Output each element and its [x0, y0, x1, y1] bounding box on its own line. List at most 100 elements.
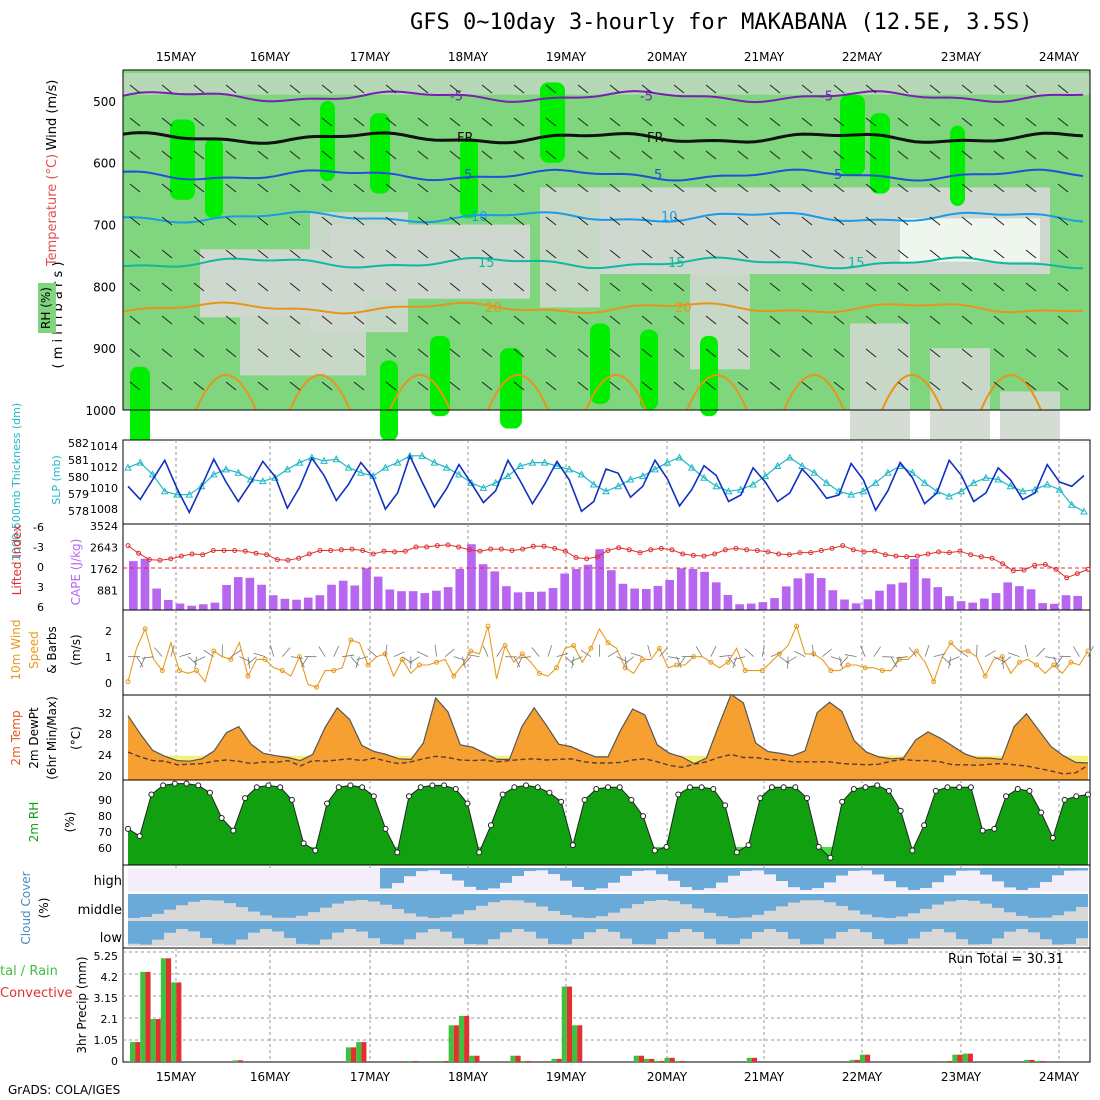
- wind-speed-point: [314, 684, 320, 690]
- thickness-point: [847, 490, 855, 498]
- convective-bar: [464, 1015, 470, 1062]
- rain-bar: [654, 1060, 660, 1062]
- y-tick-label: 579: [68, 488, 89, 501]
- cape-bar: [641, 589, 651, 610]
- cape-bar: [1038, 603, 1048, 610]
- lifted-index-point: [221, 548, 227, 553]
- lifted-index-point: [1032, 562, 1038, 568]
- cloud-low-bar: [356, 921, 368, 932]
- lifted-index-point: [690, 552, 696, 558]
- axis-label: Speed: [27, 631, 41, 669]
- cloud-low-bar: [788, 921, 800, 939]
- thickness-point: [344, 463, 353, 471]
- wind-barb: [353, 381, 365, 391]
- wind-barb: [844, 654, 857, 658]
- cloud-high-bar: [992, 868, 1004, 882]
- cloud-high-bar: [788, 868, 800, 888]
- rh-point: [722, 802, 729, 809]
- wind-barb: [770, 651, 783, 658]
- rain-bar: [643, 1058, 650, 1062]
- rh-point: [698, 784, 705, 791]
- lifted-index-point: [477, 548, 483, 554]
- convective-bar: [412, 1060, 418, 1062]
- cape-bar: [630, 588, 639, 610]
- wind-barb: [481, 84, 493, 94]
- wind-barb: [417, 282, 429, 292]
- wind-speed-point: [279, 668, 285, 674]
- cape-bar: [886, 584, 896, 610]
- thickness-point: [589, 480, 598, 488]
- cloud-high-bar: [632, 868, 644, 871]
- cloud-high-bar: [932, 868, 944, 883]
- wind-barb: [417, 249, 429, 259]
- thickness-point: [283, 465, 292, 473]
- thickness-point: [749, 480, 757, 488]
- cloud-mid-bar: [860, 894, 872, 915]
- wind-barb: [705, 216, 717, 226]
- cloud-high-bar: [860, 868, 872, 871]
- cloud-mid-bar: [212, 894, 224, 901]
- rain-bar: [664, 1057, 670, 1062]
- cloud-high-bar: [656, 868, 668, 875]
- wind-barb: [139, 656, 146, 668]
- cloud-mid-bar: [464, 894, 476, 911]
- wind-barb: [449, 84, 461, 94]
- convective-bar: [361, 1042, 367, 1062]
- cloud-mid-bar: [356, 894, 368, 901]
- cape-bar: [607, 570, 616, 610]
- wind-speed-point: [725, 659, 731, 665]
- wind-barb: [289, 84, 301, 94]
- cloud-low-bar: [248, 921, 260, 933]
- wind-barb: [482, 645, 489, 657]
- wind-barb: [624, 656, 627, 669]
- wind-barb: [993, 117, 1005, 127]
- wind-barb: [136, 656, 144, 667]
- wind-barb: [929, 315, 941, 325]
- wind-barb: [667, 656, 680, 660]
- cloud-high-bar: [548, 868, 560, 875]
- wind-barb: [289, 381, 301, 391]
- wind-barb: [545, 348, 557, 358]
- wind-barb: [289, 315, 301, 325]
- y-tick-label: 6: [37, 601, 44, 614]
- wind-barb: [641, 150, 653, 160]
- wind-barb: [1001, 656, 1012, 665]
- wind-speed-point: [1068, 659, 1074, 665]
- rh-light-region: [330, 224, 530, 299]
- wind-barb: [609, 84, 621, 94]
- wind-speed-point: [228, 656, 234, 662]
- x-tick-label: 19MAY: [546, 1070, 587, 1084]
- convective-bar: [659, 1060, 665, 1062]
- cloud-mid-bar: [1052, 894, 1064, 916]
- wind-barb: [385, 216, 397, 226]
- wind-speed-point: [194, 668, 200, 674]
- wind-barb: [545, 216, 557, 226]
- wind-speed-point: [879, 668, 885, 674]
- lifted-index-point: [658, 545, 664, 551]
- cloud-high-bar: [524, 868, 536, 872]
- wind-barb: [705, 117, 717, 127]
- wind-barb: [193, 84, 205, 94]
- slp-line: [127, 453, 1085, 515]
- x-tick-label: 24MAY: [1039, 50, 1080, 64]
- cloud-low-bar: [980, 921, 992, 945]
- wind-barb: [929, 381, 941, 391]
- lifted-index-point: [392, 549, 398, 555]
- wind-speed-point: [1034, 662, 1040, 668]
- cape-bar: [700, 571, 709, 610]
- thickness-point: [565, 465, 574, 473]
- cloud-high-bar: [464, 868, 476, 887]
- wind-barb: [893, 656, 900, 668]
- rh-point: [932, 787, 939, 794]
- y-tick-label: 580: [68, 471, 89, 484]
- cloud-high-bar: [1064, 868, 1076, 871]
- wind-barb: [673, 249, 685, 259]
- wind-barb: [737, 381, 749, 391]
- y-tick-label: 500: [93, 95, 116, 109]
- wind-barb: [577, 282, 589, 292]
- wind-barb: [247, 656, 251, 669]
- lifted-index-point: [829, 545, 835, 551]
- rh-bright-region: [700, 335, 718, 417]
- contour-label: 5: [654, 168, 662, 183]
- wind-barb: [577, 117, 589, 127]
